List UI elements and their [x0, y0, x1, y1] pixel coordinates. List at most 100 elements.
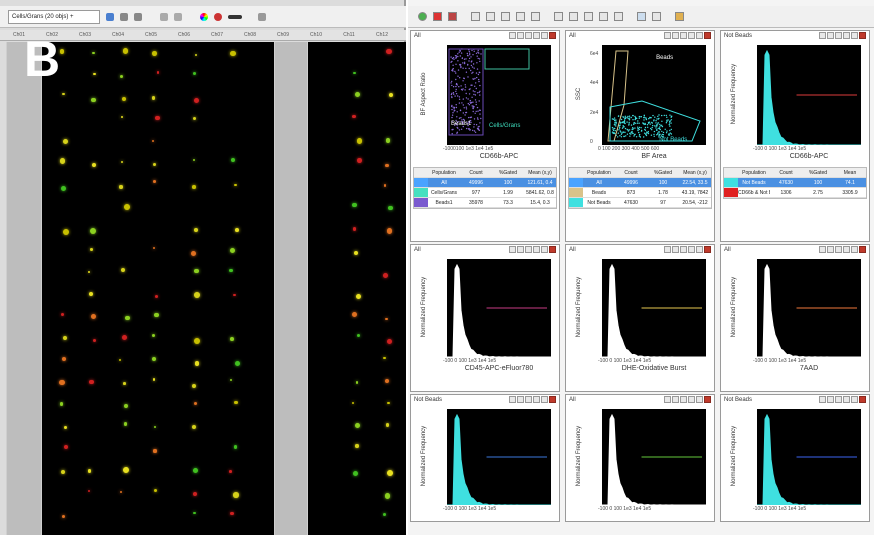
move-icon[interactable]	[688, 32, 695, 39]
plot-panel[interactable]: All Normalized Frequency -100 0 100 1e3 1e…	[565, 394, 715, 522]
close-icon[interactable]	[859, 246, 866, 253]
up-arrow-icon[interactable]	[120, 12, 128, 21]
table-header[interactable]: Mean	[843, 170, 857, 176]
beads1-region[interactable]	[448, 48, 484, 136]
color-wheel-icon[interactable]	[200, 12, 208, 21]
table-header[interactable]: Population	[587, 170, 611, 176]
move-icon[interactable]	[843, 32, 850, 39]
copy-icon[interactable]	[696, 32, 703, 39]
table-header[interactable]: %Gated	[653, 170, 673, 176]
zoom-out-icon[interactable]	[672, 396, 679, 403]
zoom-icon[interactable]	[664, 246, 671, 253]
grid-icon[interactable]	[554, 12, 563, 21]
move-icon[interactable]	[533, 32, 540, 39]
histogram-icon[interactable]	[433, 12, 442, 21]
channel-label[interactable]: Ch04	[112, 32, 124, 38]
plot-area[interactable]	[602, 259, 706, 358]
table-row[interactable]: CD66b & Not Beads 1306 2.75 3305.9	[724, 188, 866, 198]
palette-icon[interactable]	[214, 12, 222, 21]
table-header[interactable]: %Gated	[808, 170, 828, 176]
line-icon[interactable]	[228, 14, 242, 19]
copy-icon[interactable]	[696, 396, 703, 403]
zoom-icon[interactable]	[819, 246, 826, 253]
link-3-icon[interactable]	[614, 12, 623, 21]
close-icon[interactable]	[549, 396, 556, 403]
region-2-icon[interactable]	[501, 12, 510, 21]
channel-label[interactable]: Ch12	[376, 32, 388, 38]
channel-label[interactable]: Ch01	[13, 32, 25, 38]
zoom-icon[interactable]	[819, 32, 826, 39]
properties-icon[interactable]	[835, 246, 842, 253]
close-icon[interactable]	[549, 32, 556, 39]
table-header[interactable]: Population	[432, 170, 456, 176]
properties-icon[interactable]	[680, 246, 687, 253]
table-header[interactable]: Count	[624, 170, 638, 176]
table-row[interactable]: Not Beads 47630 97 20.54, -212	[569, 198, 711, 208]
copy-icon[interactable]	[851, 396, 858, 403]
table-header[interactable]: Mean (x,y)	[683, 170, 707, 176]
properties-icon[interactable]	[835, 396, 842, 403]
close-icon[interactable]	[704, 396, 711, 403]
table-row[interactable]: Beads 873 1.78 43.19, 7842	[569, 188, 711, 198]
cells-grans-region[interactable]	[484, 48, 530, 70]
channel-label[interactable]: Ch05	[145, 32, 157, 38]
table-row[interactable]: All 49996 100 121.61, 0.4	[414, 178, 556, 188]
zoom-out-icon[interactable]	[517, 396, 524, 403]
plot-area[interactable]	[447, 259, 551, 358]
copy-icon[interactable]	[696, 246, 703, 253]
plot-panel[interactable]: All Normalized Frequency -100 0 100 1e3 1e…	[410, 244, 560, 392]
refresh-icon[interactable]	[418, 12, 427, 21]
plot-area[interactable]: Beads1 Cells/Grans	[447, 45, 551, 145]
channel-label[interactable]: Ch10	[310, 32, 322, 38]
link-icon[interactable]	[584, 12, 593, 21]
close-icon[interactable]	[704, 246, 711, 253]
plot-area[interactable]: Beads Not Beads	[602, 45, 706, 145]
table-row[interactable]: All 49996 100 22.54, 33.5	[569, 178, 711, 188]
move-icon[interactable]	[533, 396, 540, 403]
table-header[interactable]: Count	[779, 170, 793, 176]
table-row[interactable]: Beads1 35978 73.3 15.4, 0.3	[414, 198, 556, 208]
zoom-out-icon[interactable]	[517, 32, 524, 39]
zoom-out-icon[interactable]	[672, 32, 679, 39]
channel-label[interactable]: Ch09	[277, 32, 289, 38]
channel-label[interactable]: Ch11	[343, 32, 355, 38]
zoom-in-icon[interactable]	[160, 12, 168, 21]
down-arrow-icon[interactable]	[134, 12, 142, 21]
zoom-icon[interactable]	[664, 396, 671, 403]
copy-icon[interactable]	[851, 246, 858, 253]
link-2-icon[interactable]	[599, 12, 608, 21]
not-beads-region[interactable]	[609, 100, 701, 142]
plot-area[interactable]	[757, 259, 861, 358]
move-icon[interactable]	[843, 246, 850, 253]
window-2-icon[interactable]	[652, 12, 661, 21]
table-row[interactable]: Not Beads 47630 100 74.1	[724, 178, 866, 188]
zoom-out-icon[interactable]	[174, 12, 182, 21]
zoom-icon[interactable]	[664, 32, 671, 39]
copy-icon[interactable]	[541, 246, 548, 253]
plot-panel[interactable]: All Normalized Frequency -100 0 100 1e3 1e…	[565, 244, 715, 392]
plot-area[interactable]	[447, 409, 551, 506]
plot-area[interactable]	[757, 409, 861, 506]
channel-label[interactable]: Ch07	[211, 32, 223, 38]
zoom-out-icon[interactable]	[672, 246, 679, 253]
population-select[interactable]: Cells/Grans (20 objs) +	[8, 9, 100, 24]
plot-area[interactable]	[602, 409, 706, 506]
scatterplot-icon[interactable]	[448, 12, 457, 21]
zoom-out-icon[interactable]	[827, 32, 834, 39]
properties-icon[interactable]	[525, 396, 532, 403]
copy-icon[interactable]	[851, 32, 858, 39]
channel-label[interactable]: Ch08	[244, 32, 256, 38]
channel-label[interactable]: Ch02	[46, 32, 58, 38]
zoom-out-icon[interactable]	[517, 246, 524, 253]
plot-panel[interactable]: All Normalized Frequency -100 0 100 1e3 1e…	[720, 244, 870, 392]
zoom-icon[interactable]	[509, 32, 516, 39]
channel-label[interactable]: Ch06	[178, 32, 190, 38]
zoom-out-icon[interactable]	[827, 246, 834, 253]
grid-2-icon[interactable]	[569, 12, 578, 21]
move-icon[interactable]	[688, 246, 695, 253]
tool-icon[interactable]	[258, 12, 266, 21]
close-icon[interactable]	[704, 32, 711, 39]
table-header[interactable]: Population	[742, 170, 766, 176]
region-icon[interactable]	[486, 12, 495, 21]
close-icon[interactable]	[549, 246, 556, 253]
